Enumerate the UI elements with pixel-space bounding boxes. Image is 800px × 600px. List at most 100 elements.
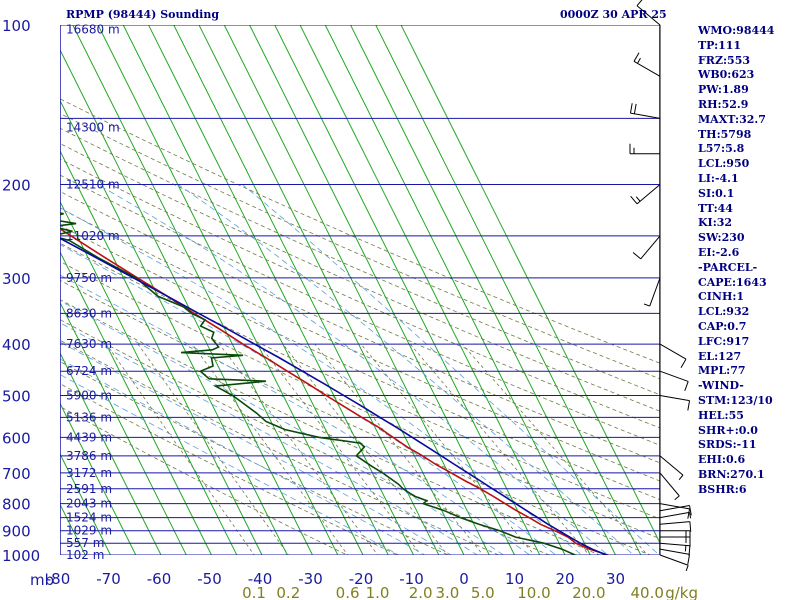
wind-barb-flag	[633, 52, 640, 62]
moist-adiabat-line	[60, 358, 426, 555]
mixing-ratio-line	[219, 343, 379, 555]
height-label: 8630 m	[66, 306, 112, 320]
isotherm-line	[60, 149, 263, 555]
isotherm-line	[173, 25, 440, 555]
isotherm-line	[147, 25, 415, 555]
index-item: SRDS:-11	[698, 438, 757, 452]
dry-adiabat-line	[60, 383, 399, 555]
height-label: 1524 m	[66, 511, 112, 525]
index-item: LCL:932	[698, 305, 750, 319]
dry-adiabat-line	[60, 207, 660, 482]
height-label: 14300 m	[66, 120, 120, 134]
isotherm-line	[60, 351, 162, 555]
mixing-ratio-line	[409, 343, 590, 555]
pressure-tick-label: 1000	[2, 547, 40, 565]
wind-barb	[659, 554, 689, 572]
wind-barb-shaft	[640, 235, 661, 260]
index-item: LFC:917	[698, 334, 750, 348]
dry-adiabat-line	[60, 261, 660, 540]
index-item: BSHR:6	[698, 482, 747, 496]
isotherm-line	[60, 48, 314, 555]
isotherm-line	[274, 25, 541, 555]
wind-barb-shaft	[659, 511, 690, 519]
wind-barb-flag	[674, 495, 680, 501]
pressure-tick-label: 500	[2, 387, 31, 405]
dry-adiabat-line	[60, 190, 660, 464]
pressure-tick-label: 100	[2, 17, 31, 35]
index-item: CINH:1	[698, 290, 745, 304]
index-item: WMO:98444	[698, 24, 775, 37]
wind-barb	[659, 370, 689, 392]
height-label: 3172 m	[66, 466, 112, 480]
index-item: CAPE:1643	[698, 275, 767, 289]
valid-time: 0000Z 30 APR 25	[560, 8, 667, 21]
dry-adiabat-line	[60, 405, 349, 555]
pressure-tick-label: 700	[2, 465, 31, 483]
index-item: BRN:270.1	[698, 467, 765, 481]
mixing-ratio-line	[191, 343, 349, 555]
wind-barb-shaft	[636, 184, 661, 205]
index-item: PW:1.89	[698, 83, 749, 97]
temperature-tick-label: -80	[46, 570, 71, 588]
index-item: SI:0.1	[698, 186, 735, 200]
wind-barb-flag	[636, 0, 643, 7]
wind-barb-flag	[687, 400, 691, 411]
dry-adiabat-line	[60, 174, 660, 446]
pressure-unit-label: mb	[30, 571, 54, 589]
index-item: RH:52.9	[698, 97, 749, 111]
wind-barb	[659, 548, 691, 565]
isotherm-line	[198, 25, 465, 555]
isotherm-line	[60, 250, 213, 555]
mixing-ratio-tick-label: 3.0	[435, 584, 459, 600]
wind-barb-shaft	[659, 548, 690, 555]
moist-adiabat-line	[60, 274, 531, 555]
dry-adiabat-line	[60, 279, 652, 555]
moist-adiabat-line	[60, 341, 452, 555]
index-item: STM:123/10	[698, 393, 773, 407]
height-label: 9750 m	[66, 271, 112, 285]
height-label: 11020 m	[66, 229, 120, 243]
height-label: 3786 m	[66, 449, 112, 463]
wind-barb-flag	[684, 381, 689, 392]
height-label: 5136 m	[66, 410, 112, 424]
isotherm-line	[60, 452, 112, 555]
wind-barb-flag	[632, 252, 642, 260]
moist-adiabat-line	[60, 300, 505, 555]
wind-barb	[636, 0, 661, 26]
index-item: SW:230	[698, 231, 745, 245]
wind-barb	[659, 505, 692, 516]
wind-barb-flag	[689, 505, 692, 516]
moist-adiabat-line	[60, 322, 478, 555]
wind-barb-shaft	[659, 394, 690, 402]
wind-barb-flag	[630, 195, 638, 205]
wind-barb	[643, 277, 661, 307]
wind-barb-flag	[687, 554, 691, 565]
wind-barb	[632, 235, 661, 260]
moist-adiabat-line	[60, 373, 400, 555]
dry-adiabat-line	[60, 361, 450, 555]
temperature-tick-label: 20	[555, 570, 574, 588]
mixing-ratio-line	[314, 343, 484, 555]
pressure-tick-label: 200	[2, 177, 31, 195]
height-label: 102 m	[66, 548, 104, 562]
mixing-ratio-tick-label: 0.6	[336, 584, 360, 600]
temperature-tick-label: -50	[197, 570, 222, 588]
height-label: 16680 m	[66, 23, 120, 37]
dry-adiabat-line	[60, 242, 660, 520]
wind-barb-shaft	[649, 277, 661, 307]
wind-barb-shaft	[659, 343, 687, 360]
index-item: -PARCEL-	[698, 260, 758, 274]
isotherm-line	[349, 25, 617, 555]
index-item: LCL:950	[698, 157, 750, 171]
index-item: EHI:0.6	[698, 453, 746, 467]
wind-barb-shaft	[659, 472, 680, 497]
wind-barb-flag	[637, 57, 641, 64]
pressure-tick-label: 800	[2, 496, 31, 514]
pressure-tick-label: 600	[2, 429, 31, 447]
wind-barb	[633, 52, 661, 77]
wind-barb-flag	[687, 508, 691, 519]
moist-adiabat-line	[177, 184, 635, 555]
wind-barb-flag	[635, 196, 641, 202]
index-item: MPL:77	[698, 364, 746, 378]
